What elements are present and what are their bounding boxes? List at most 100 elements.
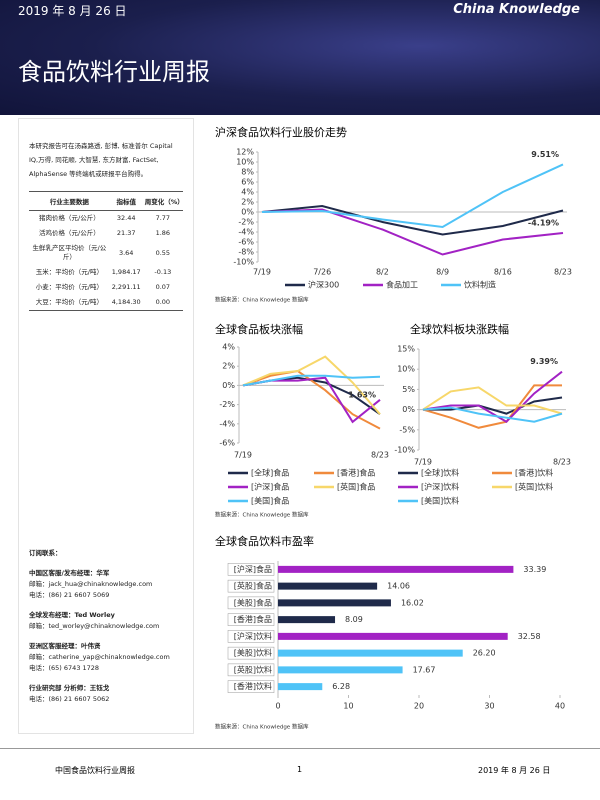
legend-label: [香港]食品 (337, 468, 375, 478)
value-label: 26.20 (473, 649, 496, 658)
y-tick-label: 6% (241, 178, 254, 187)
table-cell: 2,291.11 (111, 283, 141, 291)
y-tick-label: 0% (241, 208, 254, 217)
table-row: 小麦：平均价（元/吨） 2,291.11 0.07 (29, 280, 183, 295)
y-tick-label: 15% (397, 345, 415, 354)
series-line (242, 355, 381, 415)
x-tick-label: 0 (275, 702, 280, 711)
contact-line: 邮箱：ted_worley@chinaknowledge.com (29, 622, 160, 630)
label-box (227, 563, 275, 576)
x-tick-label: 8/16 (494, 268, 512, 277)
x-tick-label: 40 (555, 702, 565, 711)
value-label: 33.39 (523, 565, 546, 574)
bar (278, 599, 391, 607)
table-cell: 0.07 (155, 283, 171, 291)
label-box (227, 579, 275, 593)
contact-heading: 中国区客服/发布经理：华军 (29, 569, 110, 577)
series-line (423, 396, 563, 415)
footer: 中国食品饮料行业周报 1 2019 年 8 月 26 日 (0, 748, 600, 775)
legend-label: [美国]食品 (251, 496, 289, 506)
value-label: 6.28 (332, 682, 350, 691)
table-cell: 0.55 (155, 248, 171, 257)
x-tick-label: 8/23 (371, 451, 389, 460)
sidebar: 本研究报告可在汤森路透, 彭博, 标准普尔 Capital IQ,万得, 同花顺… (18, 118, 194, 734)
y-tick-label: -6% (219, 439, 235, 448)
value-label: 32.58 (518, 632, 541, 641)
y-tick-label: 8% (241, 168, 254, 177)
category-label: [英股]饮料 (234, 664, 272, 674)
report-title: 食品饮料行业周报 (18, 58, 210, 86)
series-line (422, 386, 563, 415)
y-tick-label: 5% (402, 385, 415, 394)
bar (278, 649, 463, 657)
contacts: 订阅联系： 中国区客服/发布经理：华军邮箱：jack_hua@chinaknowl… (29, 539, 189, 705)
x-tick-label: 20 (414, 702, 424, 711)
contact-line: 电话：(86) 21 6607 5069 (29, 591, 110, 599)
source-note: 数据来源：China Knowledge 数据库 (215, 296, 309, 304)
y-tick-label: 4% (222, 343, 235, 352)
bar (278, 582, 378, 590)
annotation: 1.63% (348, 391, 376, 400)
value-label: 17.67 (413, 665, 436, 674)
table-row: 大豆：平均价（元/吨） 4,184.30 0.00 (29, 295, 183, 311)
legend-label: [沪深]饮料 (421, 482, 459, 492)
legend-label: [香港]饮料 (515, 468, 553, 478)
y-tick-label: -10% (233, 258, 254, 267)
contact-line: 邮箱：catherine_yap@chinaknowledge.com (29, 653, 170, 661)
legend-label: [沪深]食品 (251, 482, 289, 492)
label-box (227, 613, 275, 626)
legend-label: 沪深300 (308, 280, 339, 290)
report-date: 2019 年 8 月 26 日 (18, 4, 127, 18)
category-label: [英股]食品 (234, 581, 272, 591)
chart-title: 全球食品饮料市盈率 (215, 534, 314, 548)
x-tick-label: 8/23 (553, 458, 571, 467)
value-label: 9.51% (531, 150, 559, 159)
table-cell: 0.00 (142, 295, 183, 311)
chart-title: 全球饮料板块涨跌幅 (410, 322, 509, 336)
category-label: [香港]食品 (234, 614, 272, 624)
series-line (422, 384, 562, 429)
charts: 沪深食品饮料行业股价走势12%10%8%6%4%2%0%-2%-4%-6%-8%… (215, 125, 572, 731)
series-line (261, 163, 564, 229)
category-label: [美股]饮料 (234, 648, 272, 658)
y-tick-label: -5% (399, 425, 415, 434)
category-label: [沪深]食品 (234, 564, 272, 574)
legend-label: [全球]饮料 (421, 468, 459, 478)
table-cell: 32.44 (116, 214, 136, 222)
table-cell: 1.86 (155, 229, 171, 237)
table-cell: 小麦：平均价（元/吨） (35, 283, 103, 291)
y-tick-label: -2% (238, 218, 254, 227)
table-cell: 3.64 (118, 248, 134, 257)
value-label: 14.06 (387, 582, 410, 591)
y-tick-label: 2% (222, 362, 235, 371)
table-cell: -0.13 (154, 268, 172, 276)
table-cell: 猪肉价格（元/公斤） (39, 214, 100, 222)
category-label: [沪深]饮料 (234, 631, 272, 641)
series-line (422, 406, 563, 423)
legend-label: [英国]食品 (337, 482, 375, 492)
table-cell: 生鲜乳产区平均价（元/公斤） (32, 244, 107, 261)
y-tick-label: -10% (394, 446, 415, 455)
table-row: 玉米：平均价（元/吨） 1,984.17 -0.13 (29, 265, 183, 280)
contact-line: 邮箱：jack_hua@chinaknowledge.com (29, 580, 153, 588)
contact-line: 电话：(86) 21 6607 5062 (29, 695, 110, 703)
series-line (422, 370, 563, 423)
legend-label: [美国]饮料 (421, 496, 459, 506)
value-label: -4.19% (528, 218, 559, 227)
contact-line: 电话：(65) 6743 1728 (29, 664, 100, 672)
bar (278, 632, 508, 640)
value-label: 8.09 (345, 615, 363, 624)
y-tick-label: 4% (241, 188, 254, 197)
y-tick-label: -2% (219, 400, 235, 409)
chart-title: 沪深食品饮料行业股价走势 (215, 125, 347, 139)
table-cell: 玉米：平均价（元/吨） (35, 268, 103, 276)
table-cell: 1,984.17 (111, 268, 141, 276)
legend-label: 食品加工 (386, 280, 418, 290)
table-cell: 大豆：平均价（元/吨） (29, 295, 110, 311)
footer-date: 2019 年 8 月 26 日 (478, 766, 551, 775)
series-line (261, 208, 564, 256)
contact-heading: 订阅联系： (29, 549, 62, 557)
x-tick-label: 7/26 (313, 268, 331, 277)
header: 2019 年 8 月 26 日 China Knowledge 食品饮料行业周报 (0, 0, 600, 115)
